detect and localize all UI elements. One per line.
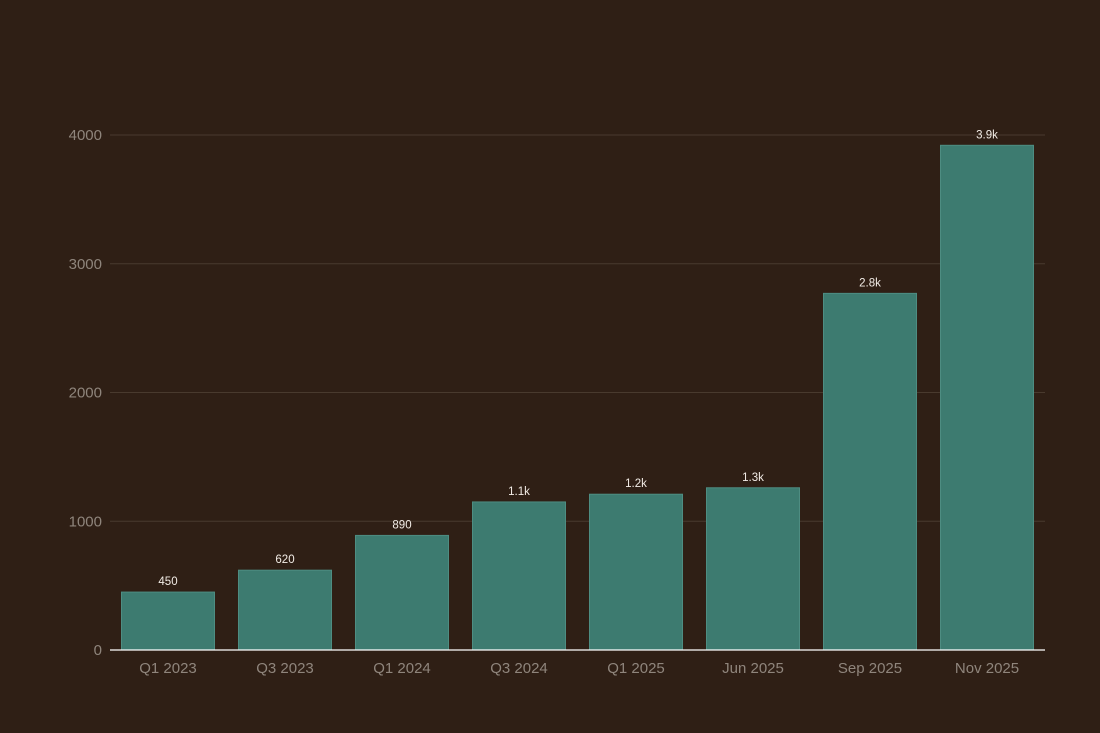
x-tick-label: Q1 2023 bbox=[139, 660, 197, 677]
bars bbox=[121, 144, 1034, 651]
bar-value-label: 2.8k bbox=[859, 277, 881, 289]
bar bbox=[121, 591, 215, 651]
x-tick-label: Q3 2024 bbox=[490, 660, 548, 677]
bar-value-label: 1.3k bbox=[742, 472, 764, 484]
y-tick-label: 3000 bbox=[69, 256, 102, 273]
data-labels: 450 620 890 1.1k 1.2k 1.3k 2.8k 3.9k bbox=[158, 129, 998, 588]
bar-value-label: 1.2k bbox=[625, 478, 647, 490]
y-tick-label: 0 bbox=[94, 642, 102, 659]
x-tick-label: Q1 2025 bbox=[607, 660, 665, 677]
x-tick-label: Q1 2024 bbox=[373, 660, 431, 677]
bar-value-label: 1.1k bbox=[508, 486, 530, 498]
y-tick-label: 2000 bbox=[69, 385, 102, 402]
bar bbox=[238, 569, 332, 651]
bar-value-label: 3.9k bbox=[976, 129, 998, 141]
x-axis-ticks: Q1 2023 Q3 2023 Q1 2024 Q3 2024 Q1 2025 Jun 2… bbox=[139, 660, 1019, 677]
bar bbox=[940, 144, 1034, 651]
y-tick-label: 4000 bbox=[69, 127, 102, 144]
y-axis-ticks: 0 1000 2000 3000 4000 bbox=[69, 127, 102, 659]
bar-value-label: 890 bbox=[392, 519, 411, 531]
x-tick-label: Q3 2023 bbox=[256, 660, 314, 677]
x-tick-label: Jun 2025 bbox=[722, 660, 784, 677]
bar bbox=[823, 292, 917, 651]
x-tick-label: Nov 2025 bbox=[955, 660, 1019, 677]
bar-value-label: 450 bbox=[158, 576, 177, 588]
bar-value-label: 620 bbox=[275, 554, 294, 566]
y-tick-label: 1000 bbox=[69, 513, 102, 530]
bar bbox=[355, 534, 449, 651]
x-tick-label: Sep 2025 bbox=[838, 660, 902, 677]
bar bbox=[472, 501, 566, 651]
bar bbox=[706, 487, 800, 651]
bar bbox=[589, 493, 683, 651]
